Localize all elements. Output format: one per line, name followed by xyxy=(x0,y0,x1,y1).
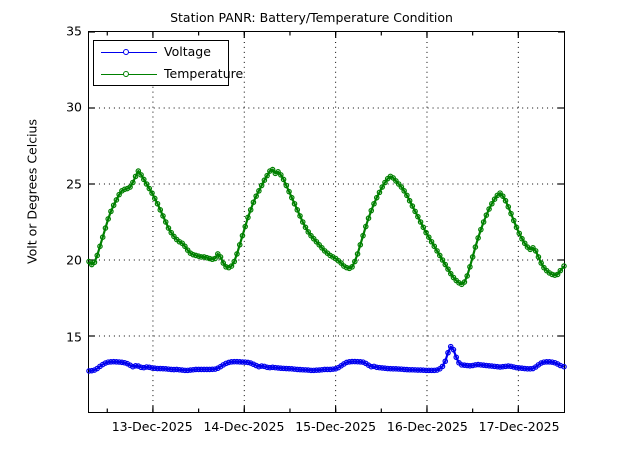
plot-area xyxy=(86,31,567,413)
legend-line-voltage xyxy=(101,52,157,53)
x-tick-label-3: 16-Dec-2025 xyxy=(386,419,468,434)
legend-label-voltage: Voltage xyxy=(164,44,211,59)
series-temperature xyxy=(86,166,567,288)
x-tick-label-0: 13-Dec-2025 xyxy=(111,419,193,434)
x-axis-tick-labels: 13-Dec-2025 14-Dec-2025 15-Dec-2025 16-Dec-… xyxy=(88,419,565,439)
y-tick-label-25: 25 xyxy=(66,176,82,192)
legend-item-temperature[interactable]: Temperature xyxy=(94,63,243,86)
legend-label-temperature: Temperature xyxy=(164,66,244,81)
x-tick-label-4: 17-Dec-2025 xyxy=(478,419,560,434)
legend-line-temperature xyxy=(101,74,157,75)
y-tick-label-15: 15 xyxy=(66,329,82,345)
chart-legend[interactable]: Voltage Temperature xyxy=(93,40,243,86)
chart-title: Station PANR: Battery/Temperature Condit… xyxy=(170,10,453,25)
data-series-layer xyxy=(86,166,567,374)
grid-lines xyxy=(89,32,564,412)
series-voltage xyxy=(86,343,567,374)
legend-item-voltage[interactable]: Voltage xyxy=(94,41,228,64)
y-tick-label-20: 20 xyxy=(66,252,82,268)
legend-marker-voltage xyxy=(123,48,129,55)
legend-marker-temperature xyxy=(123,70,129,77)
x-tick-label-2: 15-Dec-2025 xyxy=(295,419,377,434)
axis-ticks xyxy=(89,31,564,412)
y-axis-tick-labels: 15 20 25 30 35 xyxy=(32,24,82,413)
y-tick-label-30: 30 xyxy=(66,99,82,115)
y-tick-label-35: 35 xyxy=(66,23,82,39)
x-tick-label-1: 14-Dec-2025 xyxy=(203,419,285,434)
